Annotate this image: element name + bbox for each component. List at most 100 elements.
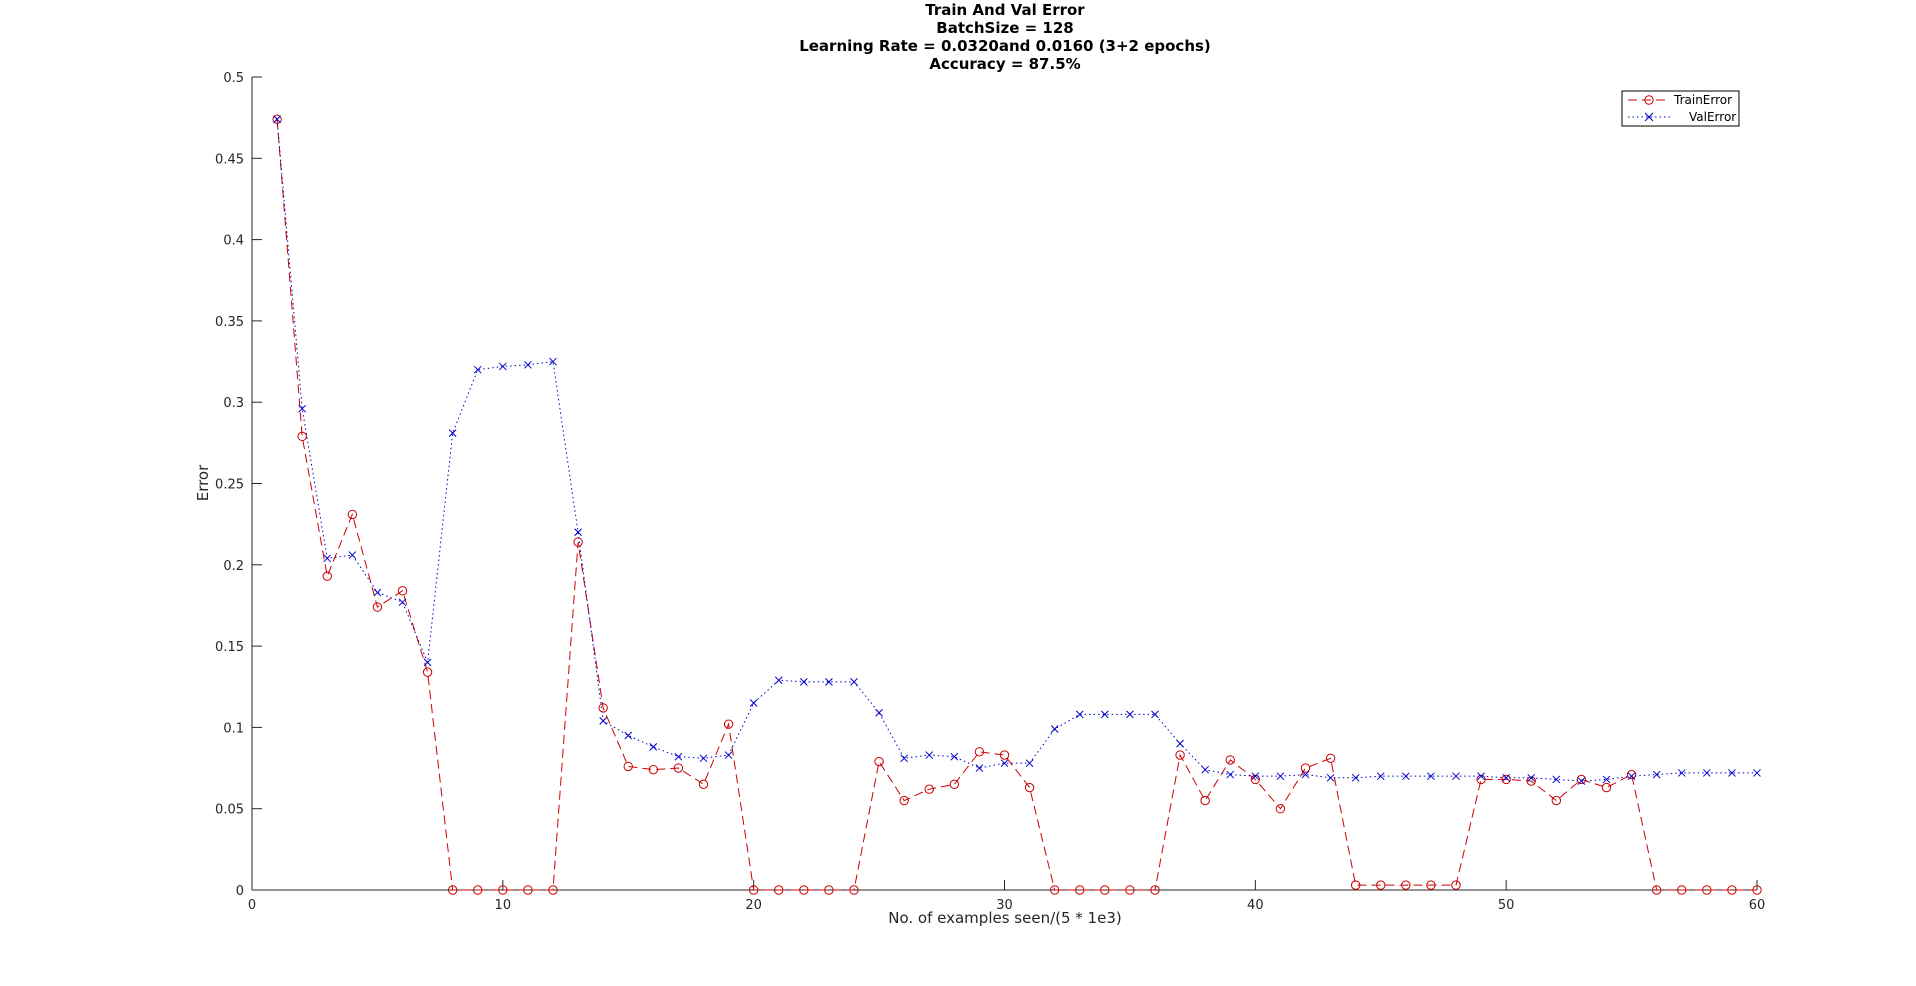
val-error-point-stroke: [1552, 775, 1561, 784]
val-error-point: [900, 754, 909, 763]
train-error-point: [1451, 880, 1461, 890]
chart-title-line-1: Train And Val Error: [925, 1, 1085, 19]
train-error-point: [1601, 782, 1612, 793]
val-error-point: [1025, 759, 1034, 768]
val-error-point-stroke: [1050, 725, 1059, 733]
series-line-ValError: [276, 119, 1757, 782]
train-error-point: [899, 795, 909, 806]
val-error-point: [1226, 770, 1235, 779]
val-error-point-stroke: [1702, 769, 1711, 777]
val-error-point-stroke: [1276, 772, 1285, 781]
val-error-point: [1728, 769, 1736, 777]
train-error-point: [1175, 750, 1185, 760]
train-error-point: [1300, 763, 1311, 773]
val-error-point-stroke: [1226, 770, 1235, 779]
val-error-point-stroke: [473, 365, 482, 374]
val-error-point: [1000, 759, 1009, 768]
val-error-point-stroke: [1201, 765, 1210, 774]
val-error-point: [574, 528, 582, 537]
val-error-point-stroke: [724, 751, 733, 759]
train-error-point: [1576, 774, 1587, 785]
val-error-point: [774, 676, 783, 685]
x-tick-label: 20: [745, 898, 762, 913]
val-error-point-stroke: [1427, 772, 1435, 781]
val-error-point-stroke: [1577, 777, 1586, 785]
val-error-point: [1050, 725, 1059, 733]
y-tick-label: 0.45: [215, 152, 244, 167]
val-error-point: [724, 751, 733, 759]
val-error-point: [298, 404, 307, 413]
y-tick-label: 0: [236, 884, 244, 899]
val-error-point: [975, 764, 984, 772]
train-error-point: [573, 537, 583, 547]
train-error-point: [623, 761, 633, 772]
val-error-point-stroke: [1126, 710, 1134, 719]
train-error-point: [447, 885, 458, 895]
train-error-point: [648, 764, 659, 775]
val-error-point: [624, 731, 633, 740]
train-error-point: [422, 667, 433, 677]
val-error-point: [1276, 772, 1285, 781]
val-error-point: [1075, 710, 1084, 719]
train-error-point: [1075, 885, 1085, 895]
train-error-point: [1426, 880, 1436, 890]
val-error-point: [875, 708, 883, 717]
train-error-point: [1752, 885, 1762, 895]
val-error-point: [524, 360, 532, 369]
val-error-point: [273, 115, 281, 124]
train-error-point: [1677, 885, 1687, 895]
val-error-point-stroke: [1025, 759, 1034, 768]
val-error-point-stroke: [799, 678, 808, 686]
y-axis-ticks: 0 0.05 0.1 0.15 0.2 0.25 0.3 0.35 0.4 0.45 0.5: [215, 71, 262, 899]
val-error-point: [1100, 710, 1109, 719]
val-error-point-stroke: [323, 554, 332, 563]
train-error-point: [1275, 804, 1286, 814]
train-error-point: [1626, 769, 1637, 780]
val-error-point: [699, 754, 708, 763]
val-error-point-stroke: [498, 362, 507, 371]
chart-title-line-2: BatchSize = 128: [936, 19, 1073, 37]
train-error-point: [297, 431, 307, 442]
val-error-point-stroke: [373, 588, 382, 597]
chart-title-line-4: Accuracy = 87.5%: [929, 55, 1080, 73]
series-line-TrainError: [276, 119, 1757, 891]
train-error-point: [1250, 774, 1261, 785]
val-error-point-stroke: [925, 751, 934, 759]
train-error-point: [799, 885, 809, 895]
val-error-point-stroke: [1000, 759, 1009, 768]
y-axis-label: Error: [194, 464, 212, 501]
val-error-point-stroke: [774, 676, 783, 685]
train-error-point: [849, 885, 859, 895]
val-error-point: [1627, 772, 1636, 781]
train-error-point: [523, 885, 533, 895]
train-error-point: [397, 586, 408, 596]
val-error-point: [1677, 769, 1686, 777]
series-TrainError: [272, 114, 1762, 895]
val-error-point-stroke: [1677, 769, 1686, 777]
val-error-point: [1502, 773, 1511, 782]
val-error-point: [1552, 775, 1561, 784]
val-error-point-stroke: [1376, 772, 1385, 781]
val-error-point-stroke: [348, 551, 357, 559]
val-error-point-stroke: [1627, 772, 1636, 781]
val-error-point: [1577, 777, 1586, 785]
val-error-point-stroke: [1452, 772, 1460, 781]
val-error-point-stroke: [1251, 772, 1260, 781]
train-error-point: [1551, 795, 1562, 806]
val-error-point: [373, 588, 382, 597]
val-error-point: [649, 743, 658, 751]
train-error-point: [1024, 782, 1035, 793]
val-error-point-stroke: [273, 115, 281, 124]
val-error-point: [1151, 710, 1159, 719]
val-error-point: [825, 678, 833, 686]
val-error-point-stroke: [875, 708, 883, 717]
train-error-point: [748, 885, 759, 895]
val-error-point-stroke: [524, 360, 532, 369]
train-error-point: [473, 885, 483, 895]
val-error-point: [850, 678, 858, 686]
train-error-point: [272, 114, 282, 124]
val-error-point-stroke: [1652, 770, 1661, 779]
y-tick-label: 0.25: [215, 478, 244, 493]
val-error-point-stroke: [1527, 773, 1536, 782]
val-error-point: [749, 699, 758, 707]
